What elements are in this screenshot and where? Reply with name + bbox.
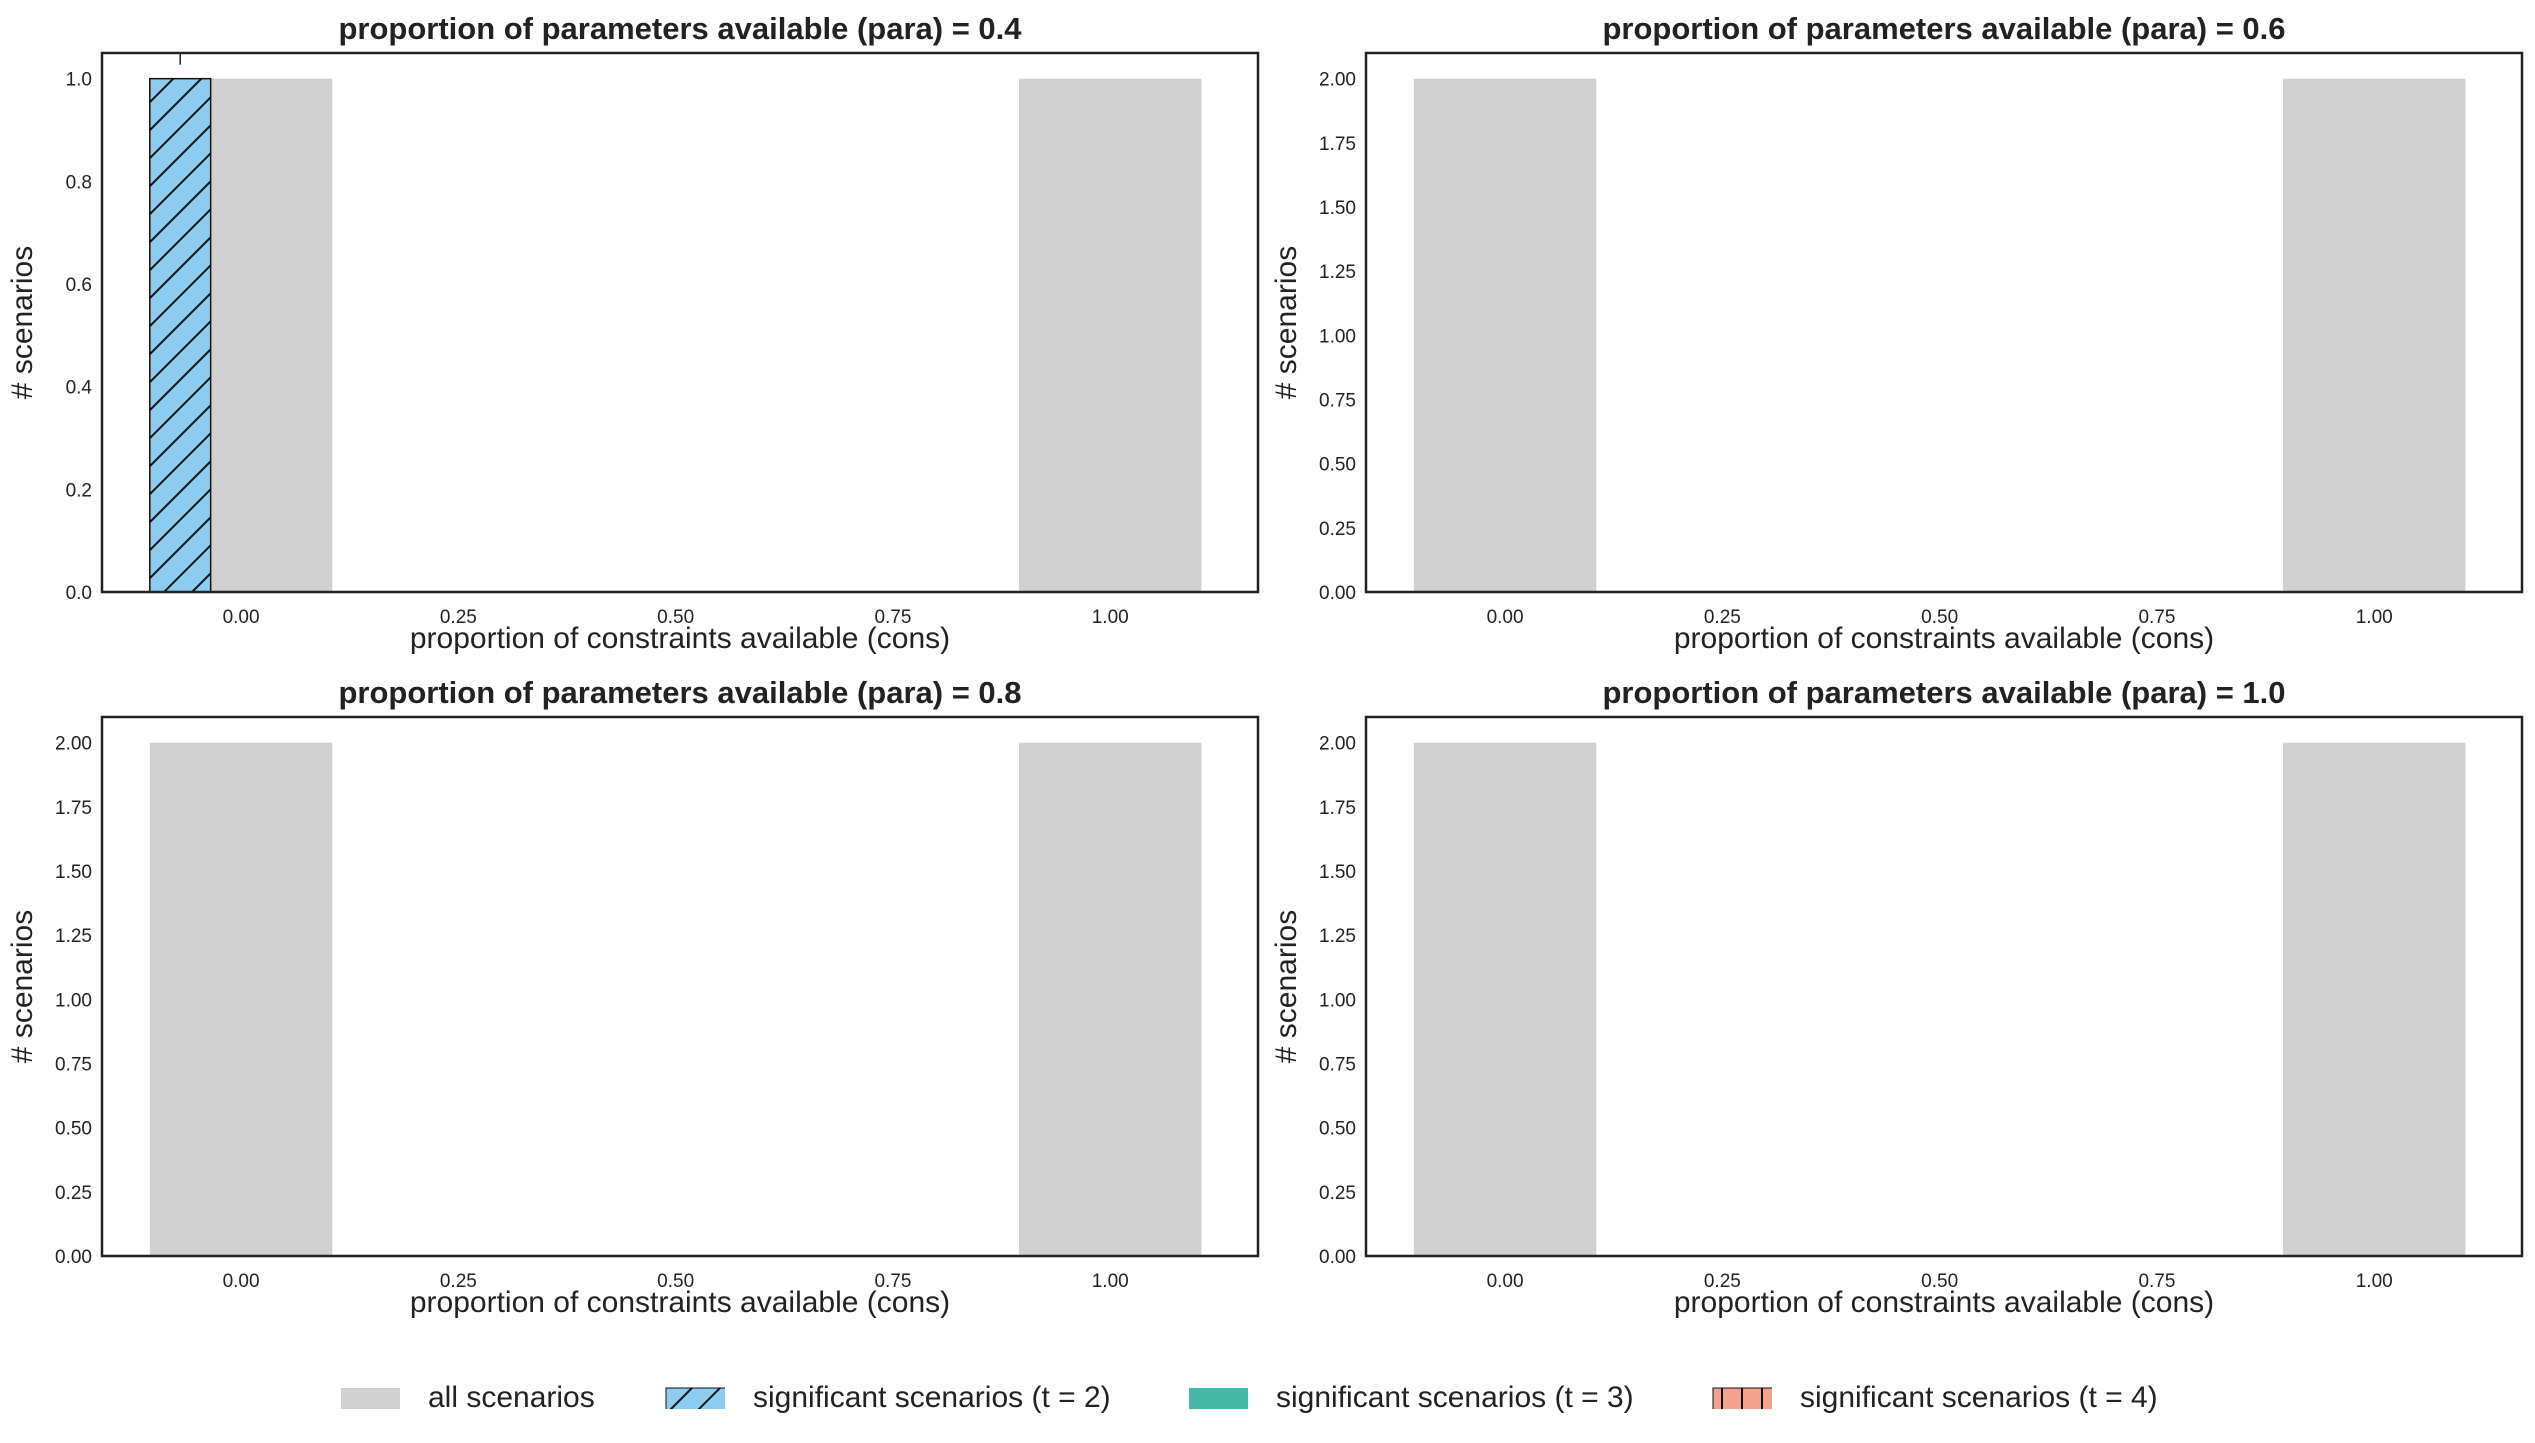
legend: all scenarios significant scenarios (t =… (0, 1368, 2535, 1428)
bar (1018, 78, 1202, 592)
legend-item-t2: significant scenarios (t = 2) (665, 1368, 1111, 1428)
x-axis-label: proportion of constraints available (con… (410, 622, 950, 655)
legend-label: significant scenarios (t = 4) (1800, 1381, 2158, 1414)
y-tick-label: 1.0 (66, 70, 92, 91)
legend-swatch (665, 1387, 725, 1409)
chart-panel: 0.00 0.25 0.50 0.75 1.00 0.00 0.25 0.50 0.75 1.00… (6, 675, 1260, 1319)
y-axis-label: # scenarios (1270, 910, 1303, 1063)
y-tick-label: 0.00 (1319, 583, 1356, 604)
axes-frame (1364, 51, 2524, 594)
axes-frame (1364, 715, 2524, 1258)
legend-label: all scenarios (428, 1381, 595, 1414)
bar (149, 77, 212, 593)
x-tick-label: 0.25 (440, 1271, 477, 1292)
y-tick-label: 0.2 (66, 480, 92, 501)
y-tick-label: 0.00 (55, 1247, 92, 1268)
y-tick-label: 1.75 (1319, 134, 1356, 155)
y-tick-label: 0.75 (1319, 391, 1356, 412)
y-axis-label: # scenarios (6, 910, 39, 1063)
y-tick-label: 2.00 (55, 734, 92, 755)
x-axis-label: proportion of constraints available (con… (1674, 1286, 2214, 1319)
x-tick-label: 1.00 (2356, 1271, 2393, 1292)
x-axis-label: proportion of constraints available (con… (410, 1286, 950, 1319)
y-tick-label: 0.6 (66, 275, 92, 296)
legend-label: significant scenarios (t = 2) (753, 1381, 1111, 1414)
chart-panel: 0.00 0.25 0.50 0.75 1.00 0.00 0.25 0.50 0.75 1.00… (1270, 11, 2524, 655)
bar (149, 742, 333, 1256)
x-tick-label: 0.50 (657, 1271, 694, 1292)
y-tick-label: 2.00 (1319, 70, 1356, 91)
y-tick-label: 0.25 (55, 1183, 92, 1204)
y-tick-label: 1.00 (1319, 990, 1356, 1011)
legend-item-t3: significant scenarios (t = 3) (1188, 1368, 1634, 1428)
y-tick-label: 1.75 (1319, 798, 1356, 819)
bar (1413, 78, 1597, 592)
y-tick-label: 0.50 (1319, 1119, 1356, 1140)
x-tick-label: 0.50 (1921, 1271, 1958, 1292)
chart-panel: 0.00 0.25 0.50 0.75 1.00 0.00 0.25 0.50 0.75 1.00… (1270, 675, 2524, 1319)
x-tick-label: 0.75 (2138, 607, 2175, 628)
axes-frame (100, 715, 1260, 1258)
y-tick-label: 1.25 (55, 926, 92, 947)
chart-title: proportion of parameters available (para… (1602, 11, 2285, 46)
y-tick-label: 1.50 (55, 862, 92, 883)
y-axis-label: # scenarios (6, 246, 39, 399)
y-tick-label: 2.00 (1319, 734, 1356, 755)
chart-title: proportion of parameters available (para… (1602, 675, 2285, 710)
y-tick-label: 0.50 (1319, 455, 1356, 476)
y-tick-label: 1.50 (1319, 198, 1356, 219)
legend-item-all: all scenarios (340, 1368, 595, 1428)
bar (2282, 78, 2466, 592)
x-tick-label: 0.75 (874, 1271, 911, 1292)
legend-swatch (1712, 1387, 1772, 1409)
bar (2282, 742, 2466, 1256)
chart-title: proportion of parameters available (para… (338, 675, 1021, 710)
y-tick-label: 0.75 (1319, 1055, 1356, 1076)
y-tick-label: 1.00 (55, 990, 92, 1011)
bar (1018, 742, 1202, 1256)
y-tick-label: 0.4 (66, 378, 93, 399)
x-axis-label: proportion of constraints available (con… (1674, 622, 2214, 655)
y-tick-label: 1.50 (1319, 862, 1356, 883)
x-tick-label: 0.75 (874, 607, 911, 628)
legend-item-t4: significant scenarios (t = 4) (1712, 1368, 2158, 1428)
x-tick-label: 0.00 (223, 607, 260, 628)
y-tick-label: 1.25 (1319, 926, 1356, 947)
x-tick-label: 0.25 (1704, 607, 1741, 628)
y-tick-label: 0.25 (1319, 519, 1356, 540)
y-tick-label: 0.0 (66, 583, 92, 604)
x-tick-label: 0.25 (1704, 1271, 1741, 1292)
y-tick-label: 1.25 (1319, 262, 1356, 283)
y-tick-label: 0.50 (55, 1119, 92, 1140)
y-tick-label: 0.75 (55, 1055, 92, 1076)
x-tick-label: 0.00 (223, 1271, 260, 1292)
x-tick-label: 1.00 (1092, 607, 1129, 628)
y-axis-label: # scenarios (1270, 246, 1303, 399)
axes-frame (100, 51, 1260, 594)
x-tick-label: 0.00 (1487, 607, 1524, 628)
y-tick-label: 1.00 (1319, 326, 1356, 347)
legend-label: significant scenarios (t = 3) (1276, 1381, 1634, 1414)
x-tick-label: 0.25 (440, 607, 477, 628)
y-tick-label: 1.75 (55, 798, 92, 819)
x-tick-label: 0.00 (1487, 1271, 1524, 1292)
x-tick-label: 1.00 (1092, 1271, 1129, 1292)
x-tick-label: 0.50 (657, 607, 694, 628)
chart-panel: 0.00 0.25 0.50 0.75 1.00 0.0 0.2 0.4 0.6 0.8 1.0 pr… (6, 11, 1260, 655)
bar (1413, 742, 1597, 1256)
legend-swatch (341, 1388, 400, 1409)
chart-title: proportion of parameters available (para… (338, 11, 1022, 46)
x-tick-label: 0.50 (1921, 607, 1958, 628)
x-tick-label: 0.75 (2138, 1271, 2175, 1292)
x-tick-label: 1.00 (2356, 607, 2393, 628)
y-tick-label: 0.00 (1319, 1247, 1356, 1268)
y-tick-label: 0.8 (66, 172, 92, 193)
legend-swatch (1189, 1388, 1248, 1409)
y-tick-label: 0.25 (1319, 1183, 1356, 1204)
